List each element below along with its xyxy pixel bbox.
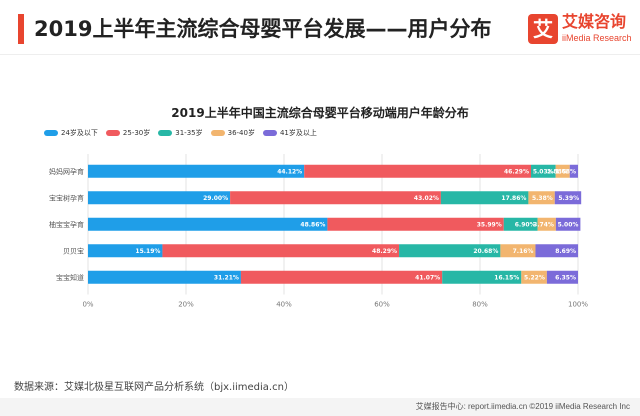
data-source-note: 数据来源：艾媒北极星互联网产品分析系统（bjx.iimedia.cn）: [14, 382, 294, 393]
bar-segment: [535, 244, 579, 258]
data-label: 5.39%: [558, 195, 579, 202]
data-label: 3.74%: [533, 222, 554, 229]
bar-segment: [528, 191, 555, 205]
chart-title: 2019上半年中国主流综合母婴平台移动端用户年龄分布: [171, 106, 469, 120]
data-label: 17.86%: [501, 195, 526, 202]
legend-item: 31-35岁: [158, 128, 203, 138]
logo-chinese-name: 艾媒咨询: [562, 12, 627, 31]
bar-segment: [569, 164, 578, 178]
data-label: 15.19%: [135, 248, 160, 255]
category-label: 贝贝宝: [63, 246, 84, 255]
bar-segment: [88, 244, 163, 258]
x-tick-label: 40%: [276, 301, 292, 309]
data-label: 5.22%: [524, 275, 545, 282]
bar-segment: [555, 164, 570, 178]
data-label: 5.03%: [533, 169, 554, 176]
legend-label: 25-30岁: [122, 129, 151, 137]
logo-english-name: iiMedia Research: [562, 33, 632, 43]
bar-segment: [162, 244, 400, 258]
bar-segment: [503, 217, 538, 231]
bar-segment: [521, 270, 547, 284]
brand-logo: 艾 艾媒咨询 iiMedia Research: [528, 12, 632, 48]
legend-swatch: [105, 130, 120, 136]
data-label: 1.68%: [555, 169, 576, 176]
bar-segment: [230, 191, 441, 205]
bar-segment: [304, 164, 532, 178]
data-label: 7.16%: [513, 248, 534, 255]
logo-badge-icon: 艾: [528, 14, 558, 44]
category-label: 柚宝宝孕育: [49, 220, 84, 229]
data-label: 46.29%: [504, 169, 529, 176]
category-label: 妈妈网孕育: [49, 167, 84, 176]
data-label: 5.38%: [532, 195, 553, 202]
bar-segment: [555, 217, 581, 231]
footer-text: 艾媒报告中心: report.iimedia.cn ©2019 iiMedia …: [415, 402, 630, 411]
data-label: 48.86%: [300, 222, 325, 229]
data-label: 29.00%: [203, 195, 228, 202]
bar-segment: [440, 191, 529, 205]
x-tick-label: 60%: [374, 301, 390, 309]
data-label: 6.90%: [515, 222, 536, 229]
bar-segment: [88, 270, 241, 284]
data-label: 16.15%: [494, 275, 519, 282]
data-label: 2.88%: [547, 169, 568, 176]
x-tick-label: 20%: [178, 301, 194, 309]
legend-label: 24岁及以下: [61, 129, 98, 137]
bar-segment: [500, 244, 536, 258]
x-tick-label: 0%: [82, 301, 93, 309]
bar-segment: [88, 217, 328, 231]
legend-label: 31-35岁: [175, 129, 203, 137]
bar-segment: [399, 244, 501, 258]
legend-swatch: [44, 130, 58, 136]
data-label: 6.35%: [555, 275, 576, 282]
legend-label: 41岁及以上: [279, 129, 317, 137]
legend-swatch: [158, 130, 173, 136]
data-label: 31.21%: [214, 275, 239, 282]
data-label: 41.07%: [415, 275, 440, 282]
page-title: 2019上半年主流综合母婴平台发展——用户分布: [34, 17, 492, 41]
chart-legend: 24岁及以下 25-30岁 31-35岁 36-40岁 41岁及以上: [44, 128, 317, 138]
legend-label: 36-40岁: [227, 129, 255, 137]
legend-item: 25-30岁: [105, 128, 151, 138]
data-label: 35.99%: [477, 222, 502, 229]
data-label: 8.69%: [555, 248, 576, 255]
bar-segment: [327, 217, 504, 231]
stacked-bar-chart: 0% 20% 40% 60% 80% 100% 妈妈网孕育 44.12% 46.29% 5.03%…: [49, 154, 588, 309]
category-label: 宝宝知道: [56, 273, 84, 282]
legend-swatch: [210, 130, 225, 136]
bar-segment: [88, 191, 231, 205]
header-divider: [0, 54, 640, 55]
page-footer: 艾媒报告中心: report.iimedia.cn ©2019 iiMedia …: [0, 398, 640, 416]
bar-segment: [554, 191, 582, 205]
bar-segment: [442, 270, 522, 284]
data-label: 44.12%: [277, 169, 302, 176]
x-tick-label: 100%: [568, 301, 588, 309]
bar-segment: [537, 217, 556, 231]
data-label: 5.00%: [558, 222, 579, 229]
bar-segment: [88, 164, 305, 178]
x-tick-label: 80%: [472, 301, 488, 309]
bar-segment: [546, 270, 578, 284]
bar-segment: [240, 270, 443, 284]
title-accent-bar: [18, 14, 24, 44]
data-label: 20.68%: [473, 248, 498, 255]
legend-item: 24岁及以下: [44, 128, 98, 138]
legend-item: 36-40岁: [210, 128, 255, 138]
bar-segment: [531, 164, 556, 178]
category-label: 宝宝树孕育: [49, 193, 84, 202]
legend-swatch: [262, 130, 277, 136]
data-label: 43.02%: [414, 195, 439, 202]
data-label: 48.29%: [372, 248, 397, 255]
legend-item: 41岁及以上: [262, 128, 317, 138]
